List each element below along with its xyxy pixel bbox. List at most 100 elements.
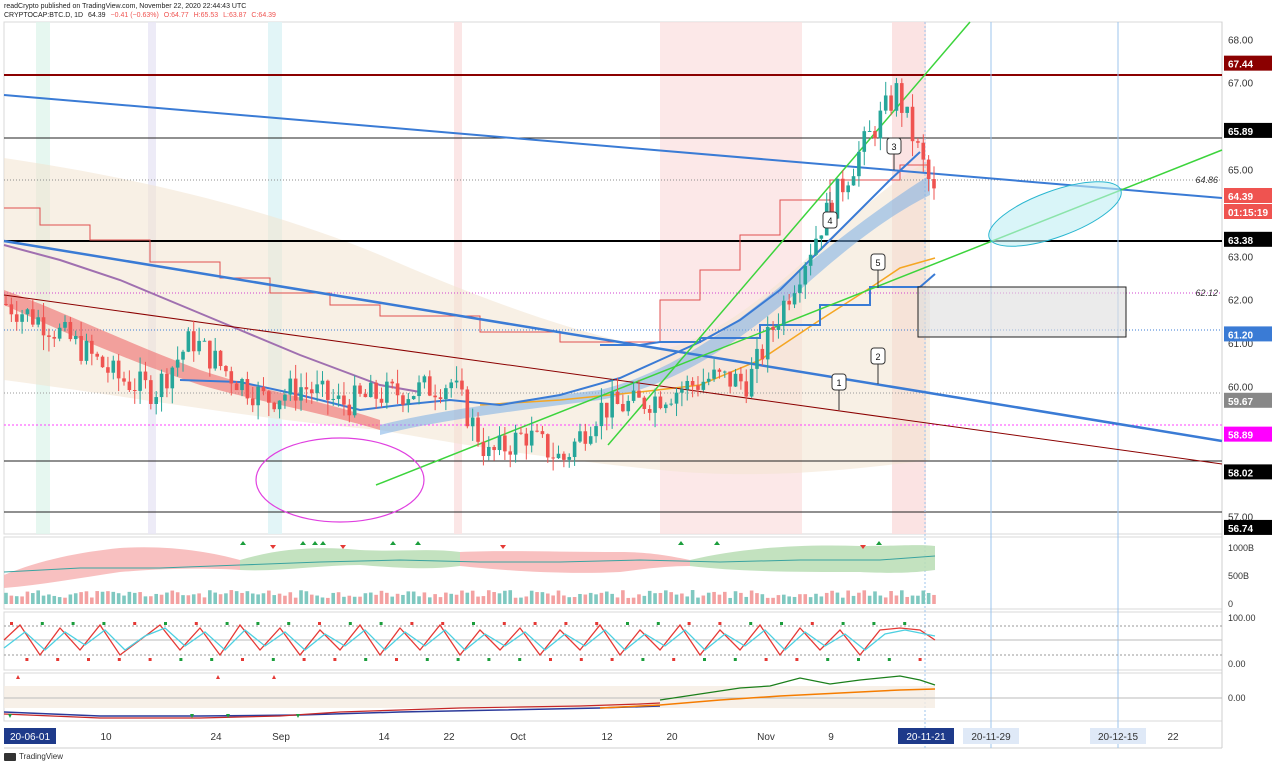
osc-marker: [56, 658, 60, 661]
volume-bar: [352, 596, 357, 604]
momentum-up-marker: [296, 714, 300, 718]
volume-bar: [363, 593, 368, 604]
volume-bar: [792, 596, 797, 604]
publish-line: readCrypto published on TradingView.com,…: [4, 3, 247, 10]
volume-bar: [814, 593, 818, 604]
volume-bar: [84, 591, 89, 604]
volume-bar: [20, 596, 24, 604]
volume-bar: [862, 590, 867, 604]
volume-bar: [454, 594, 459, 604]
momentum-up-marker: [226, 714, 230, 718]
price-tag-label: 65.89: [1228, 127, 1253, 138]
volume-bar: [224, 593, 228, 604]
volume-bar: [277, 593, 282, 604]
volume-bar: [149, 596, 153, 604]
volume-bar: [900, 590, 904, 604]
wave-callouts: 1 2 3 4 5: [822, 137, 902, 410]
candle-body: [336, 395, 341, 399]
price-tag-label: 64.39: [1228, 192, 1253, 203]
volume-bar: [492, 592, 496, 604]
osc-marker: [210, 658, 214, 661]
candle-body: [224, 366, 228, 372]
candle-body: [272, 402, 277, 410]
volume-bar: [819, 596, 824, 604]
callout-4[interactable]: 4: [822, 192, 838, 229]
volume-bar: [191, 594, 196, 604]
osc-marker: [148, 658, 152, 661]
volume-bar: [90, 597, 94, 604]
oscillator-panel[interactable]: [3, 611, 1223, 671]
cyan-target-ellipse[interactable]: [981, 168, 1128, 259]
candle-body: [186, 331, 191, 352]
candle-body: [191, 331, 196, 352]
candle-body: [717, 369, 722, 372]
grey-consolidation-box[interactable]: [917, 286, 1127, 338]
osc-marker: [610, 658, 614, 661]
volume-bar: [417, 596, 421, 604]
volume-bar: [422, 592, 427, 604]
candle-body: [599, 402, 604, 427]
volume-bar: [889, 591, 893, 604]
green-steep-trendline[interactable]: [607, 21, 971, 446]
candle-body: [685, 381, 690, 390]
candle-body: [9, 304, 14, 315]
osc-marker: [626, 622, 629, 625]
tradingview-logo[interactable]: TradingView: [4, 752, 63, 761]
volume-bar: [782, 594, 786, 604]
candle-body: [73, 335, 78, 340]
candle-body: [572, 441, 577, 458]
volume-bar: [760, 594, 765, 604]
candle-body: [722, 371, 727, 373]
last-price: 64.39: [88, 12, 106, 19]
volume-bar: [486, 590, 491, 604]
candle-body: [712, 369, 716, 379]
candle-body: [841, 178, 845, 193]
tradingview-icon: [4, 752, 16, 761]
osc-marker: [25, 658, 29, 661]
osc-marker: [271, 658, 275, 661]
x-tick-20-11-29: 20-11-29: [971, 732, 1011, 743]
volume-bar: [669, 592, 673, 604]
candle-body: [143, 371, 148, 381]
price-tag: [1224, 464, 1272, 480]
callout-1[interactable]: 1: [831, 373, 847, 410]
lower-blue-trendline[interactable]: [3, 239, 1223, 443]
volume-bar: [170, 590, 175, 604]
upper-blue-trendline[interactable]: [3, 94, 1223, 199]
volume-bar: [208, 590, 212, 604]
volume-up-marker: [714, 541, 720, 545]
candle-body: [524, 433, 529, 446]
momentum-orange: [599, 688, 936, 709]
volume-up-marker: [300, 541, 306, 545]
volume-bar: [111, 591, 116, 604]
osc-tick-0: 0.00: [1228, 659, 1246, 669]
y-tick-label: 67.00: [1228, 79, 1253, 90]
volume-ma-line: [3, 555, 936, 573]
candle-body: [513, 432, 518, 455]
callout-5[interactable]: 5: [870, 253, 886, 288]
volume-bar: [755, 593, 759, 604]
osc-line-cyan: [3, 627, 936, 651]
candle-body: [4, 304, 8, 306]
magenta-bottom-ellipse[interactable]: [255, 437, 425, 523]
candle-body: [883, 95, 888, 111]
volume-bar: [739, 592, 743, 604]
volume-bar: [293, 597, 298, 604]
momentum-down-marker: [272, 675, 276, 679]
candle-body: [122, 378, 126, 382]
callout-3[interactable]: 3: [886, 137, 902, 170]
candle-body: [197, 340, 201, 352]
candle-body: [771, 326, 775, 330]
candle-body: [867, 130, 872, 132]
callout-5-label: 5: [875, 258, 880, 268]
volume-bar: [68, 594, 73, 604]
dark-red-trendline[interactable]: [3, 294, 1223, 465]
callout-2[interactable]: 2: [870, 347, 886, 384]
candle-body: [395, 383, 400, 396]
candle-body: [921, 142, 926, 160]
oscillator-content: [3, 622, 1222, 661]
candle-body: [631, 390, 636, 401]
volume-bar: [513, 597, 518, 604]
volume-bar: [878, 595, 883, 604]
